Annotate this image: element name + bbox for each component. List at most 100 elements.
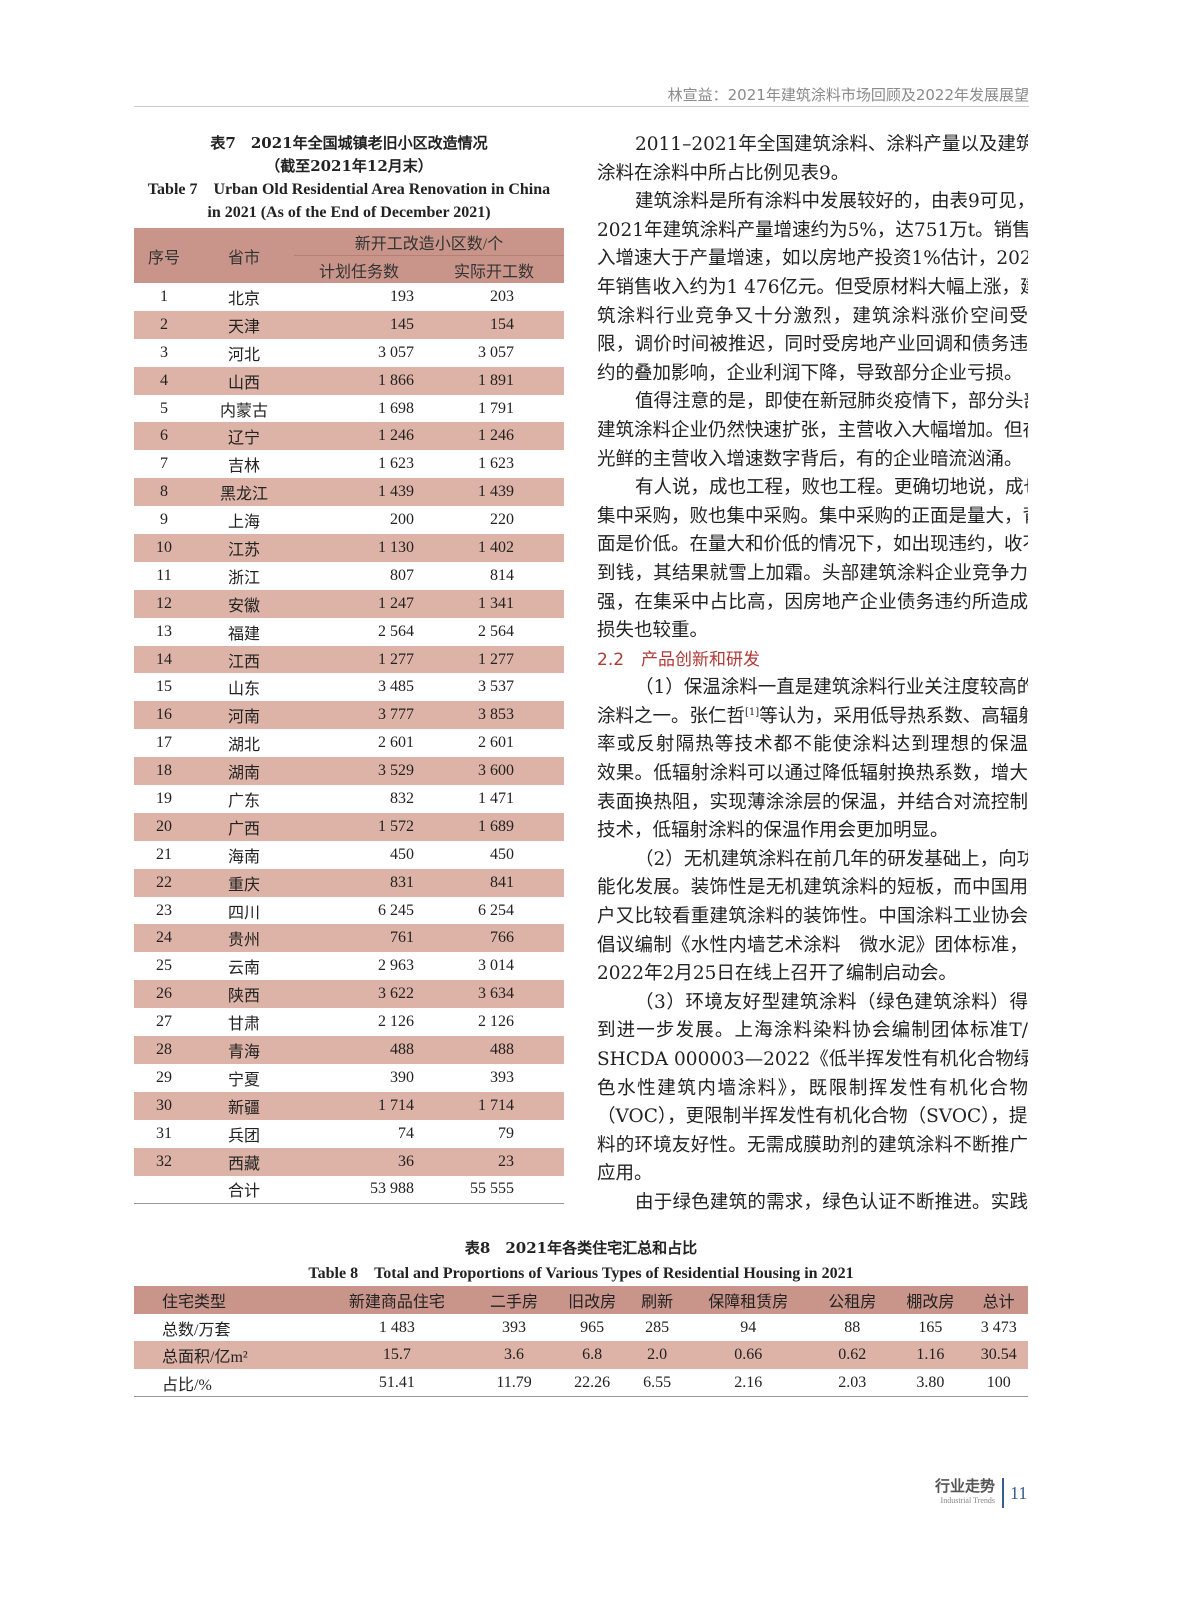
table-cell: 合计 [194, 1175, 294, 1204]
table-cell: 832 [390, 789, 414, 807]
table-row: 24 贵州 761 766 [134, 924, 564, 953]
table-cell: 11.79 [474, 1369, 554, 1398]
text-line: 面是价低。在量大和价低的情况下，如出现违约，收不 [597, 534, 1028, 556]
table-cell: 22 [134, 868, 194, 897]
table8: 住宅类型 新建商品住宅 二手房 旧改房 刷新 保障租赁房 公租房 棚改房 总计 总数/万套 1 48… [134, 1286, 1028, 1398]
table-cell: 1 439 [294, 478, 424, 507]
page-number-divider [1002, 1478, 1004, 1508]
text-line: 建筑涂料企业仍然快速扩张，主营收入大幅增加。但在 [597, 419, 1028, 441]
table-cell: 7 [160, 455, 168, 473]
col-header: 公租房 [813, 1286, 892, 1314]
paragraph: （3）环境友好型建筑涂料（绿色建筑涂料）得到进一步发展。上海涂料染料协会编制团体… [597, 989, 1028, 1189]
table-cell: 13 [156, 622, 172, 640]
table-row: 8 黑龙江 1 439 1 439 [134, 478, 564, 507]
table-cell: 450 [390, 845, 414, 863]
col-header-actual: 实际开工数 [424, 255, 564, 283]
table-cell: 2 564 [478, 622, 514, 640]
footer-section-en: Industrial Trends [940, 1496, 995, 1505]
table-cell: 6.55 [631, 1369, 684, 1398]
table-cell: 3 537 [478, 678, 514, 696]
table-cell: 2.0 [631, 1341, 684, 1370]
table-cell: 766 [424, 924, 564, 953]
table-cell: 0.66 [683, 1341, 814, 1370]
table-cell: 203 [490, 287, 514, 305]
text-line: （1）保温涂料一直是建筑涂料行业关注度较高的 [635, 677, 1028, 699]
text-line: 到进一步发展。上海涂料染料协会编制团体标准T/ [597, 1020, 1028, 1042]
table-cell: 30 [134, 1091, 194, 1120]
table-cell: 辽宁 [194, 422, 294, 451]
table-cell: 55 555 [424, 1175, 564, 1204]
table-row: 29 宁夏 390 393 [134, 1064, 564, 1092]
table-cell: 18 [134, 757, 194, 786]
text-line: 率或反射隔热等技术都不能使涂料达到理想的保温 [597, 734, 1028, 756]
table-cell: 吉林 [227, 458, 260, 476]
table-row: 21 海南 450 450 [134, 841, 564, 869]
table-cell: 甘肃 [227, 1016, 260, 1034]
text-line: （2）无机建筑涂料在前几年的研发基础上，向功 [635, 848, 1028, 870]
table-cell: 9 [160, 511, 168, 529]
table-cell: 2 126 [378, 1013, 414, 1031]
table-cell: 3.80 [891, 1369, 970, 1398]
text-line: 2011–2021年全国建筑涂料、涂料产量以及建筑 [635, 134, 1028, 155]
table-cell: 53 988 [294, 1175, 424, 1204]
paragraph: 有人说，成也工程，败也工程。更确切地说，成也 集中采购，败也集中采购。集中采购的正… [597, 474, 1028, 646]
table-cell: 1 277 [294, 645, 424, 674]
text-line: （3）环境友好型建筑涂料（绿色建筑涂料）得 [635, 991, 1028, 1013]
table-cell: 100 [969, 1369, 1028, 1398]
table-cell: 15 [156, 678, 172, 696]
table-cell: 重庆 [194, 868, 294, 897]
table-cell: 11 [156, 566, 172, 584]
text-line: 集中采购，败也集中采购。集中采购的正面是量大，背 [597, 505, 1028, 527]
table-cell: 2 601 [378, 734, 414, 752]
footer-section-zh: 行业走势 [934, 1477, 995, 1495]
footer-section: 行业走势 Industrial Trends [935, 1476, 995, 1506]
table-cell: 福建 [227, 625, 260, 643]
table-row: 12 安徽 1 247 1 341 [134, 589, 564, 618]
col-header: 住宅类型 [134, 1286, 319, 1314]
table-cell: 黑龙江 [194, 478, 294, 507]
table-cell: 1 714 [424, 1091, 564, 1120]
col-header-plan: 计划任务数 [294, 255, 424, 283]
table-cell: 山西 [194, 366, 294, 395]
table-cell: 3 622 [294, 980, 424, 1009]
table-cell: 1 623 [478, 455, 514, 473]
table-row: 32 西藏 36 23 [134, 1147, 564, 1176]
page-number: 11 [1010, 1483, 1028, 1503]
table-cell: 总面积/亿m² [134, 1341, 319, 1370]
table8-caption: 表8 2021年各类住宅汇总和占比 Table 8 Total and Prop… [134, 1236, 1028, 1286]
table-cell: 河南 [194, 701, 294, 730]
table-cell: 占比/% [134, 1369, 319, 1398]
table-row: 5 内蒙古 1 698 1 791 [134, 395, 564, 423]
header-rule [134, 106, 1029, 107]
table-row: 9 上海 200 220 [134, 506, 564, 534]
table-row: 22 重庆 831 841 [134, 868, 564, 897]
paragraph: （2）无机建筑涂料在前几年的研发基础上，向功 能化发展。装饰性是无机建筑涂料的短板… [597, 846, 1028, 989]
table-row: 4 山西 1 866 1 891 [134, 366, 564, 395]
table-cell: 3 600 [424, 757, 564, 786]
citation-ref[interactable]: [1] [745, 706, 760, 718]
table-cell: 200 [390, 511, 414, 529]
table-row: 28 青海 488 488 [134, 1036, 564, 1064]
table-cell: 450 [490, 845, 514, 863]
table-cell: 2.03 [813, 1369, 892, 1398]
table-cell: 6 [134, 422, 194, 451]
table-cell: 94 [740, 1318, 757, 1336]
table-cell: 24 [134, 924, 194, 953]
table-cell: 31 [156, 1124, 172, 1142]
table-cell: 1 623 [378, 455, 414, 473]
paragraph: 建筑涂料是所有涂料中发展较好的，由表9可见， 2021年建筑涂料产量增速约为5%，… [597, 188, 1028, 388]
text-line: 色水性建筑内墙涂料》，既限制挥发性有机化合物 [597, 1077, 1028, 1099]
table-cell: 总数/万套 [162, 1321, 231, 1339]
table-cell: 17 [156, 734, 172, 752]
col-header: 旧改房 [553, 1286, 632, 1314]
table-cell: 5 [160, 399, 168, 417]
table-cell: 965 [580, 1318, 605, 1336]
text-line: 技术，低辐射涂料的保温作用会更加明显。 [597, 820, 949, 842]
table-cell: 390 [390, 1068, 414, 1086]
text-line: SHCDA 000003—2022《低半挥发性有机化合物绿 [597, 1049, 1028, 1070]
table-cell: 1 [160, 287, 168, 305]
table-row: 18 湖南 3 529 3 600 [134, 757, 564, 786]
table-cell: 154 [424, 310, 564, 339]
text-line: 效果。低辐射涂料可以通过降低辐射换热系数，增大 [597, 763, 1028, 785]
table-row: 7 吉林 1 623 1 623 [134, 450, 564, 478]
